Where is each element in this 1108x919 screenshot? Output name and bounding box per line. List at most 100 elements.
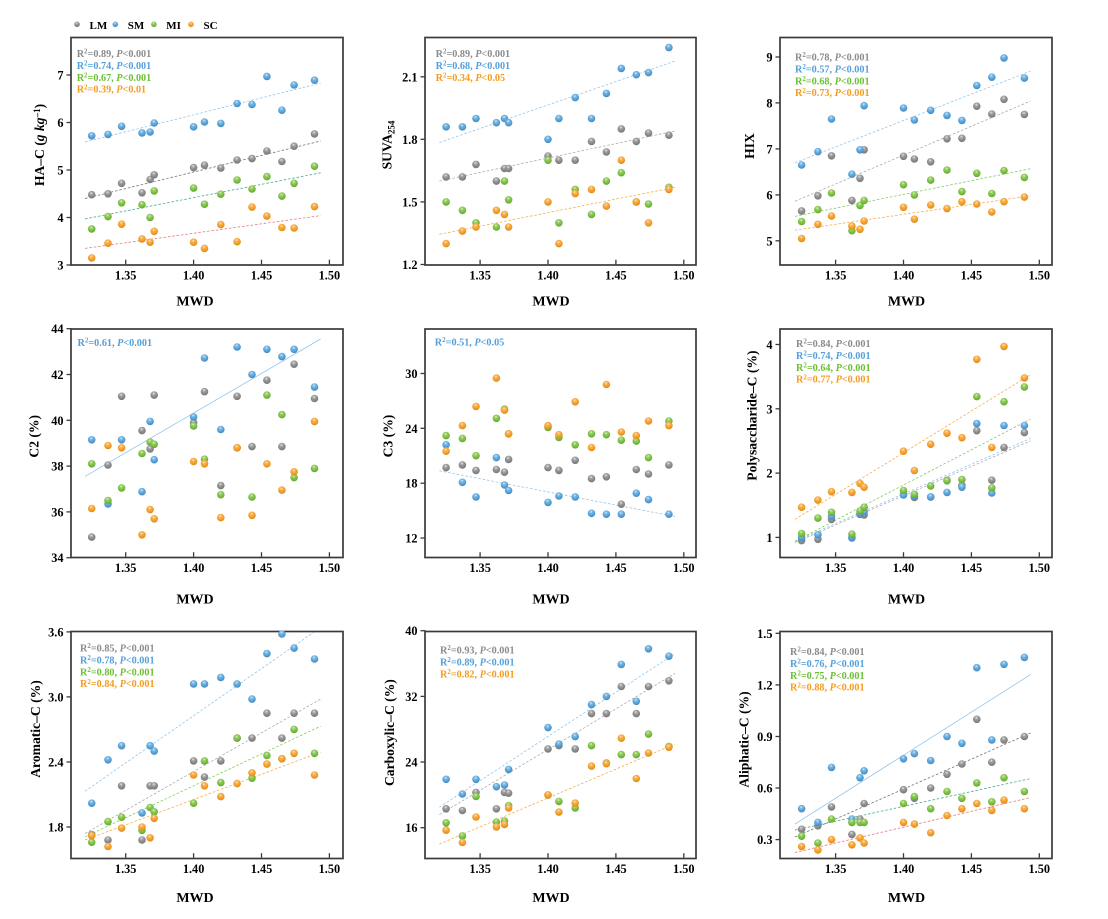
svg-text:1.50: 1.50	[1029, 862, 1051, 876]
svg-text:1.50: 1.50	[319, 561, 341, 575]
svg-text:2: 2	[766, 467, 772, 481]
svg-text:SC: SC	[204, 20, 218, 32]
svg-text:1.35: 1.35	[825, 862, 847, 876]
svg-text:1.35: 1.35	[469, 561, 491, 575]
svg-text:R2=0.77, P<0.001: R2=0.77, P<0.001	[796, 373, 871, 385]
svg-text:1.5: 1.5	[402, 195, 417, 209]
svg-text:R2=0.51, P<0.05: R2=0.51, P<0.05	[435, 336, 504, 348]
svg-text:1.45: 1.45	[961, 862, 983, 876]
svg-text:R2=0.75, P<0.001: R2=0.75, P<0.001	[790, 669, 865, 681]
svg-text:R2=0.74, P<0.001: R2=0.74, P<0.001	[796, 350, 871, 362]
svg-text:44: 44	[51, 322, 63, 336]
svg-text:1.45: 1.45	[605, 561, 627, 575]
svg-text:R2=0.89, P<0.001: R2=0.89, P<0.001	[440, 656, 515, 668]
svg-text:1.45: 1.45	[605, 269, 627, 283]
svg-text:R2=0.89, P<0.001: R2=0.89, P<0.001	[77, 48, 152, 60]
svg-text:0.6: 0.6	[757, 782, 772, 796]
svg-text:3.6: 3.6	[48, 625, 63, 639]
svg-text:R2=0.39, P<0.01: R2=0.39, P<0.01	[77, 83, 146, 95]
svg-text:R2=0.80, P<0.001: R2=0.80, P<0.001	[80, 666, 155, 678]
svg-text:1.40: 1.40	[893, 561, 915, 575]
svg-text:6: 6	[57, 116, 63, 130]
svg-text:R2=0.78, P<0.001: R2=0.78, P<0.001	[795, 51, 870, 63]
svg-text:24: 24	[405, 756, 417, 770]
svg-text:R2=0.78, P<0.001: R2=0.78, P<0.001	[80, 654, 155, 666]
svg-text:MWD: MWD	[176, 891, 213, 906]
svg-text:R2=0.89, P<0.001: R2=0.89, P<0.001	[436, 48, 511, 60]
svg-text:1.40: 1.40	[183, 269, 205, 283]
svg-text:1.50: 1.50	[319, 269, 341, 283]
svg-text:2.1: 2.1	[402, 70, 417, 84]
svg-text:4: 4	[57, 211, 63, 225]
svg-text:MWD: MWD	[532, 592, 569, 607]
svg-text:32: 32	[405, 690, 417, 704]
svg-text:1.40: 1.40	[183, 862, 205, 876]
svg-text:1.40: 1.40	[537, 862, 559, 876]
svg-text:42: 42	[51, 368, 63, 382]
svg-text:36: 36	[51, 505, 63, 519]
svg-text:MWD: MWD	[888, 592, 925, 607]
svg-text:38: 38	[51, 460, 63, 474]
svg-text:HIX: HIX	[742, 133, 757, 159]
svg-text:3: 3	[57, 259, 63, 273]
svg-text:R2=0.57, P<0.001: R2=0.57, P<0.001	[795, 63, 870, 75]
svg-text:Aliphatic–C (%): Aliphatic–C (%)	[736, 691, 752, 787]
svg-text:MWD: MWD	[176, 592, 213, 607]
svg-text:0.3: 0.3	[757, 833, 772, 847]
svg-text:Carboxylic–C (%): Carboxylic–C (%)	[382, 679, 398, 786]
svg-text:C3 (%): C3 (%)	[381, 415, 397, 458]
svg-text:1.45: 1.45	[961, 561, 983, 575]
svg-text:1.45: 1.45	[251, 862, 273, 876]
svg-text:18: 18	[405, 477, 417, 491]
svg-text:R2=0.74, P<0.001: R2=0.74, P<0.001	[77, 60, 152, 72]
svg-text:4: 4	[766, 338, 772, 352]
svg-text:1.35: 1.35	[825, 269, 847, 283]
svg-text:2.4: 2.4	[48, 756, 63, 770]
svg-text:7: 7	[57, 69, 63, 83]
svg-text:HA–C (g kg–1): HA–C (g kg–1)	[32, 104, 48, 186]
svg-text:MWD: MWD	[176, 295, 213, 310]
svg-text:1.8: 1.8	[48, 821, 63, 835]
svg-text:16: 16	[405, 821, 417, 835]
svg-text:R2=0.85, P<0.001: R2=0.85, P<0.001	[80, 642, 155, 654]
svg-text:1.50: 1.50	[319, 862, 341, 876]
svg-text:MWD: MWD	[532, 891, 569, 906]
svg-text:C2 (%): C2 (%)	[27, 415, 43, 458]
svg-text:1.50: 1.50	[673, 561, 695, 575]
svg-text:1.35: 1.35	[469, 269, 491, 283]
svg-text:1.45: 1.45	[605, 862, 627, 876]
svg-text:1.45: 1.45	[961, 269, 983, 283]
svg-text:LM: LM	[90, 20, 108, 32]
svg-text:1.35: 1.35	[469, 862, 491, 876]
svg-text:1.35: 1.35	[115, 561, 137, 575]
svg-text:R2=0.84, P<0.001: R2=0.84, P<0.001	[80, 678, 155, 690]
svg-text:12: 12	[405, 532, 417, 546]
svg-text:1: 1	[766, 531, 772, 545]
svg-text:40: 40	[51, 414, 63, 428]
svg-text:MI: MI	[166, 20, 181, 32]
svg-text:3.0: 3.0	[48, 690, 63, 704]
svg-text:MWD: MWD	[532, 295, 569, 310]
svg-text:1.40: 1.40	[893, 269, 915, 283]
svg-text:1.50: 1.50	[1029, 269, 1051, 283]
svg-text:R2=0.73, P<0.001: R2=0.73, P<0.001	[795, 87, 870, 99]
svg-text:R2=0.76, P<0.001: R2=0.76, P<0.001	[790, 658, 865, 670]
svg-text:6: 6	[766, 188, 772, 202]
svg-text:5: 5	[766, 234, 772, 248]
svg-text:1.50: 1.50	[673, 269, 695, 283]
svg-text:0.9: 0.9	[757, 730, 772, 744]
svg-text:R2=0.61, P<0.001: R2=0.61, P<0.001	[78, 337, 153, 349]
svg-text:34: 34	[51, 551, 63, 565]
svg-text:1.40: 1.40	[893, 862, 915, 876]
svg-text:1.40: 1.40	[183, 561, 205, 575]
svg-text:SM: SM	[128, 20, 145, 32]
svg-text:Aromatic–C (%): Aromatic–C (%)	[28, 680, 44, 778]
svg-text:9: 9	[766, 51, 772, 65]
svg-text:1.5: 1.5	[757, 627, 772, 641]
svg-text:R2=0.84, P<0.001: R2=0.84, P<0.001	[790, 646, 865, 658]
svg-text:1.2: 1.2	[402, 258, 417, 272]
svg-text:5: 5	[57, 164, 63, 178]
svg-text:8: 8	[766, 96, 772, 110]
svg-text:3: 3	[766, 402, 772, 416]
svg-text:R2=0.68, P<0.001: R2=0.68, P<0.001	[436, 60, 511, 72]
